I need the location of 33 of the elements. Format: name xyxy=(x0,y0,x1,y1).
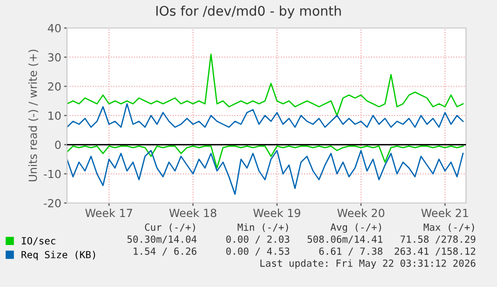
y-tick-label: 40 xyxy=(48,24,61,32)
text: 0.00 / 4.53 xyxy=(226,247,290,256)
line-series xyxy=(67,103,464,128)
y-axis-title: Units read (-) / write (+) xyxy=(28,50,38,182)
x-tick-label: Week 17 xyxy=(85,208,132,218)
y-tick-label: -20 xyxy=(44,198,61,208)
x-tick-label: Week 19 xyxy=(253,208,300,218)
legend-label: IO/sec xyxy=(22,237,56,246)
y-tick-label: 30 xyxy=(48,53,61,62)
x-tick-label: Week 20 xyxy=(337,208,384,218)
text: Avg (-/+) xyxy=(330,223,381,233)
x-tick-label: Week 18 xyxy=(169,208,216,218)
text: 1.54 / 6.26 xyxy=(134,247,196,256)
y-tick-label: 20 xyxy=(48,82,61,91)
legend-label: Req Size (KB) xyxy=(22,250,96,260)
text: 0.00 / 2.03 xyxy=(226,235,290,244)
text: Min (-/+) xyxy=(238,223,288,232)
x-tick-label: Week 21 xyxy=(421,208,468,218)
text: 50.30m/14.04 xyxy=(127,235,197,244)
y-tick-label: 10 xyxy=(48,111,61,120)
text: 71.58 /278.29 xyxy=(400,235,476,244)
line-series xyxy=(67,150,464,195)
y-tick-label: 0 xyxy=(55,140,61,150)
text: Last update: Fri May 22 03:31:12 2026 xyxy=(260,259,476,269)
text: Max (-/+) xyxy=(424,223,474,232)
text: 6.61 / 7.38 xyxy=(319,247,382,256)
text: Cur (-/+) xyxy=(144,223,195,232)
line-series xyxy=(67,146,464,169)
text: 508.06m/14.41 xyxy=(308,235,382,244)
text: 263.41 /158.12 xyxy=(394,247,476,256)
y-tick-label: -10 xyxy=(44,170,61,178)
chart-title: IOs for /dev/md0 - by month xyxy=(156,6,341,18)
line-series xyxy=(67,54,464,116)
